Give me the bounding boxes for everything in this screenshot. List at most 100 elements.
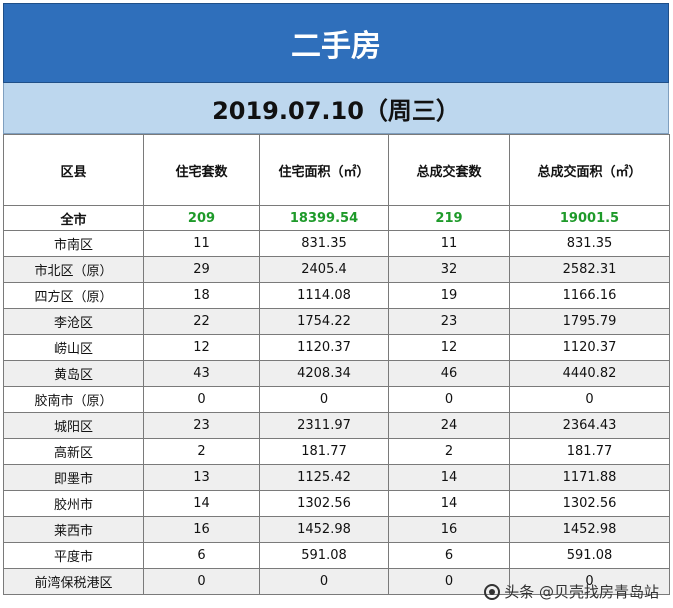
cell-residential-area: 1120.37 [259, 334, 389, 361]
cell-total-area: 1302.56 [509, 490, 670, 517]
cell-residential-area: 4208.34 [259, 360, 389, 387]
cell-total-area: 591.08 [509, 542, 670, 569]
cell-district: 平度市 [3, 542, 144, 569]
total-residential-units: 209 [143, 205, 260, 231]
cell-total-area: 0 [509, 386, 670, 413]
table-row: 胶南市（原） 0 0 0 0 [3, 386, 670, 413]
cell-residential-units: 14 [143, 490, 260, 517]
cell-residential-area: 0 [259, 386, 389, 413]
cell-residential-units: 6 [143, 542, 260, 569]
cell-total-units: 24 [388, 412, 510, 439]
cell-district: 市北区（原） [3, 256, 144, 283]
cell-district: 崂山区 [3, 334, 144, 361]
cell-residential-units: 29 [143, 256, 260, 283]
report-sheet: 二手房 2019.07.10（周三） 区县 住宅套数 住宅面积（㎡） 总成交套数… [3, 3, 670, 595]
cell-total-area: 2582.31 [509, 256, 670, 283]
cell-residential-units: 22 [143, 308, 260, 335]
cell-total-units: 12 [388, 334, 510, 361]
cell-residential-units: 12 [143, 334, 260, 361]
cell-total-area: 831.35 [509, 230, 670, 257]
page-title: 二手房 [3, 3, 669, 83]
cell-residential-units: 2 [143, 438, 260, 465]
cell-residential-units: 0 [143, 386, 260, 413]
table-header-row: 区县 住宅套数 住宅面积（㎡） 总成交套数 总成交面积（㎡） [3, 134, 670, 206]
cell-residential-units: 23 [143, 412, 260, 439]
cell-district: 高新区 [3, 438, 144, 465]
cell-total-area: 1166.16 [509, 282, 670, 309]
header-residential-area: 住宅面积（㎡） [259, 134, 389, 206]
cell-residential-area: 591.08 [259, 542, 389, 569]
cell-total-units: 0 [388, 568, 510, 595]
cell-residential-units: 43 [143, 360, 260, 387]
total-label: 全市 [3, 205, 144, 231]
cell-total-area: 1171.88 [509, 464, 670, 491]
table-row: 平度市 6 591.08 6 591.08 [3, 542, 670, 569]
cell-residential-area: 1754.22 [259, 308, 389, 335]
table-row: 前湾保税港区 0 0 0 0 [3, 568, 670, 595]
cell-total-units: 14 [388, 464, 510, 491]
table-row: 崂山区 12 1120.37 12 1120.37 [3, 334, 670, 361]
table-row: 高新区 2 181.77 2 181.77 [3, 438, 670, 465]
header-residential-units: 住宅套数 [143, 134, 260, 206]
cell-residential-units: 18 [143, 282, 260, 309]
table-row: 即墨市 13 1125.42 14 1171.88 [3, 464, 670, 491]
report-date: 2019.07.10（周三） [3, 83, 669, 134]
header-total-units: 总成交套数 [388, 134, 510, 206]
cell-total-area: 4440.82 [509, 360, 670, 387]
cell-residential-area: 2405.4 [259, 256, 389, 283]
cell-total-units: 46 [388, 360, 510, 387]
table-row: 四方区（原） 18 1114.08 19 1166.16 [3, 282, 670, 309]
cell-total-area: 0 [509, 568, 670, 595]
table-row: 市北区（原） 29 2405.4 32 2582.31 [3, 256, 670, 283]
table-row: 城阳区 23 2311.97 24 2364.43 [3, 412, 670, 439]
header-district: 区县 [3, 134, 144, 206]
table-row: 胶州市 14 1302.56 14 1302.56 [3, 490, 670, 517]
total-units: 219 [388, 205, 510, 231]
cell-total-units: 2 [388, 438, 510, 465]
cell-residential-area: 831.35 [259, 230, 389, 257]
cell-district: 前湾保税港区 [3, 568, 144, 595]
cell-district: 李沧区 [3, 308, 144, 335]
source-logo-icon [484, 583, 501, 600]
cell-residential-area: 1114.08 [259, 282, 389, 309]
cell-residential-units: 0 [143, 568, 260, 595]
header-total-area: 总成交面积（㎡） [509, 134, 670, 206]
cell-total-area: 2364.43 [509, 412, 670, 439]
cell-total-units: 14 [388, 490, 510, 517]
watermark: 头条 @贝壳找房青岛站 [484, 581, 659, 602]
cell-district: 黄岛区 [3, 360, 144, 387]
cell-district: 莱西市 [3, 516, 144, 543]
cell-residential-area: 1452.98 [259, 516, 389, 543]
cell-total-units: 11 [388, 230, 510, 257]
table-row: 黄岛区 43 4208.34 46 4440.82 [3, 360, 670, 387]
cell-total-area: 1795.79 [509, 308, 670, 335]
cell-total-area: 181.77 [509, 438, 670, 465]
cell-total-units: 19 [388, 282, 510, 309]
total-row: 全市 209 18399.54 219 19001.5 [3, 205, 670, 231]
cell-district: 胶南市（原） [3, 386, 144, 413]
cell-total-units: 6 [388, 542, 510, 569]
total-area: 19001.5 [509, 205, 670, 231]
cell-total-units: 16 [388, 516, 510, 543]
cell-district: 胶州市 [3, 490, 144, 517]
table-row: 市南区 11 831.35 11 831.35 [3, 230, 670, 257]
table-row: 莱西市 16 1452.98 16 1452.98 [3, 516, 670, 543]
cell-total-units: 0 [388, 386, 510, 413]
cell-district: 城阳区 [3, 412, 144, 439]
cell-total-units: 32 [388, 256, 510, 283]
cell-residential-area: 1125.42 [259, 464, 389, 491]
cell-total-area: 1120.37 [509, 334, 670, 361]
cell-residential-area: 1302.56 [259, 490, 389, 517]
cell-total-area: 1452.98 [509, 516, 670, 543]
total-residential-area: 18399.54 [259, 205, 389, 231]
cell-residential-units: 16 [143, 516, 260, 543]
table-row: 李沧区 22 1754.22 23 1795.79 [3, 308, 670, 335]
cell-residential-area: 0 [259, 568, 389, 595]
cell-district: 即墨市 [3, 464, 144, 491]
cell-residential-area: 2311.97 [259, 412, 389, 439]
cell-district: 市南区 [3, 230, 144, 257]
cell-residential-units: 11 [143, 230, 260, 257]
watermark-text: 头条 @贝壳找房青岛站 [504, 583, 659, 601]
cell-residential-units: 13 [143, 464, 260, 491]
cell-residential-area: 181.77 [259, 438, 389, 465]
